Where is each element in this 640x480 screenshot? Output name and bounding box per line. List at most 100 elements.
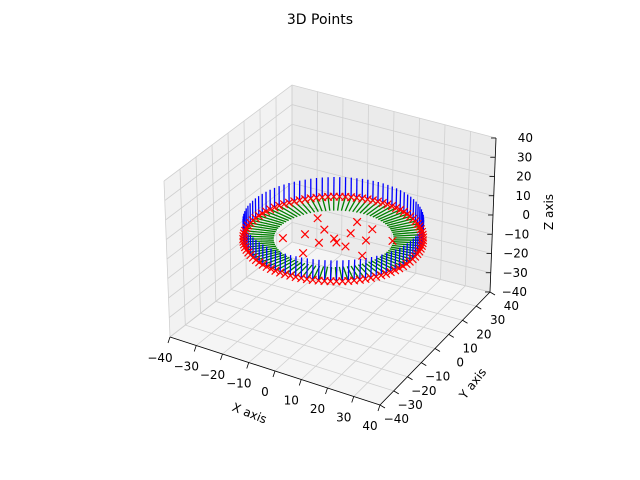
radial-line — [274, 207, 295, 219]
ring-point-stroke-b — [387, 201, 397, 211]
ring-point-stroke-b — [383, 200, 392, 209]
vertical-line — [403, 192, 405, 212]
ring-point — [383, 200, 392, 209]
vertical-line — [375, 255, 378, 277]
x-tick-label: −10 — [226, 377, 251, 391]
radial-line — [315, 197, 323, 212]
radial-line — [262, 212, 287, 223]
z-tick-label: 20 — [516, 170, 531, 184]
ring-point — [363, 195, 372, 204]
x-tick-label: 40 — [362, 419, 377, 433]
ring-point-stroke-b — [284, 198, 294, 207]
radial-line — [255, 252, 283, 261]
vertical-line — [402, 245, 405, 267]
ring-point — [290, 197, 299, 206]
ring-point-stroke-b — [266, 264, 276, 274]
ring-point — [266, 205, 275, 214]
vertical-line — [370, 256, 373, 278]
vertical-line — [406, 194, 409, 215]
x-tick-label: 10 — [284, 394, 299, 408]
ring-point-stroke-b — [290, 197, 299, 206]
radial-line — [386, 218, 414, 227]
y-tick-label: 10 — [463, 341, 478, 355]
ring-point-stroke-b — [262, 262, 271, 272]
ring-point-stroke-b — [338, 277, 347, 286]
radial-line — [382, 213, 408, 224]
radial-line — [317, 266, 325, 281]
ring-point — [398, 261, 408, 271]
radial-line — [389, 223, 418, 230]
ring-point-stroke-b — [274, 201, 284, 211]
vertical-line — [416, 204, 419, 224]
z-tick-label: 0 — [522, 208, 530, 222]
radial-line — [258, 215, 285, 225]
x-tick-label: −20 — [200, 368, 225, 382]
ring-point-stroke-b — [391, 203, 401, 213]
inner-point-stroke-b — [361, 236, 371, 245]
inner-point — [352, 217, 362, 227]
vertical-line — [359, 258, 362, 280]
vertical-line — [395, 188, 398, 208]
grid-line-y — [195, 156, 408, 378]
x-tick — [246, 362, 250, 369]
ring-point-stroke-b — [371, 272, 381, 281]
ring-point-stroke-b — [349, 276, 359, 285]
vertical-line — [412, 199, 415, 219]
grid-line-y — [179, 168, 394, 392]
inner-point — [341, 242, 350, 251]
vertical-line — [414, 201, 417, 222]
ring-point-stroke-b — [271, 266, 280, 275]
radial-line — [244, 232, 275, 236]
ring-point-stroke-b — [381, 269, 391, 279]
ring-point-stroke-b — [418, 238, 427, 248]
ring-point-stroke-b — [258, 260, 268, 269]
inner-point-stroke-b — [352, 217, 362, 227]
radial-line — [342, 266, 349, 282]
vertical-line — [341, 260, 344, 282]
chart-title: 3D Points — [287, 12, 353, 28]
y-tick-label: 40 — [504, 299, 519, 313]
ring-point — [274, 201, 284, 211]
y-tick-label: −40 — [384, 412, 409, 426]
radial-line — [279, 260, 299, 274]
ring-point — [386, 267, 395, 277]
ring-point-stroke-b — [378, 198, 388, 208]
ring-point-stroke-b — [394, 264, 404, 273]
ring-point — [261, 207, 271, 216]
ring-point-stroke-b — [386, 267, 395, 277]
ring-point — [266, 264, 276, 274]
y-tick-label: −20 — [411, 384, 436, 398]
radial-line — [388, 249, 416, 258]
inner-point-stroke-b — [332, 238, 341, 247]
ring-point-stroke-b — [417, 241, 427, 251]
vertical-line — [409, 240, 412, 262]
ring-point — [378, 198, 388, 208]
y-tick — [393, 390, 399, 395]
ring-point-stroke-b — [366, 273, 376, 283]
grid-line-y — [243, 120, 449, 335]
ring-point-stroke-b — [300, 195, 310, 204]
grid-line-y — [291, 85, 491, 293]
inner-point — [320, 225, 329, 234]
inner-point — [361, 236, 371, 245]
ring-point-stroke-b — [286, 271, 295, 280]
ring-point — [373, 197, 383, 206]
y-tick — [462, 319, 468, 324]
inner-point-stroke-b — [314, 238, 324, 247]
ring-point-stroke-b — [415, 222, 424, 231]
vertical-line — [411, 238, 415, 260]
radial-line — [336, 196, 341, 211]
ring-point-stroke-b — [361, 274, 370, 284]
vertical-line — [390, 251, 393, 273]
ring-point — [270, 203, 279, 212]
inner-point-stroke-b — [346, 229, 355, 238]
axes-ticks: −40−40−40−30−30−30−20−20−20−10 −10−100001… — [147, 131, 533, 433]
vertical-line — [323, 260, 326, 282]
radial-line — [384, 253, 410, 263]
vertical-line — [398, 247, 401, 269]
y-tick-label: −10 — [425, 370, 450, 384]
ring-point — [239, 237, 248, 246]
radial-line — [388, 220, 416, 228]
radial-line — [269, 208, 292, 220]
ring-point — [275, 268, 285, 277]
